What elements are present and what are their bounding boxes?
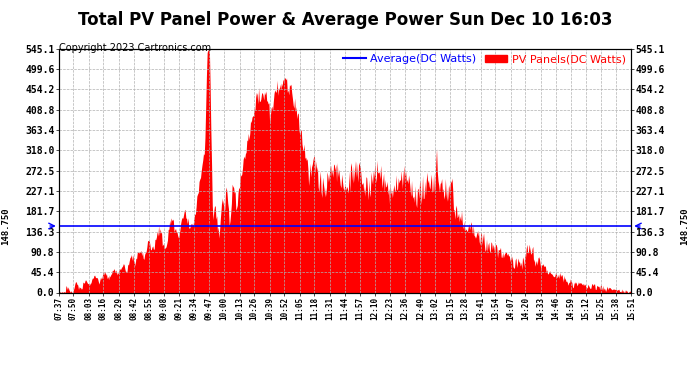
Text: 148.750: 148.750 <box>1 207 10 245</box>
Text: Total PV Panel Power & Average Power Sun Dec 10 16:03: Total PV Panel Power & Average Power Sun… <box>78 11 612 29</box>
Text: 148.750: 148.750 <box>680 207 689 245</box>
Legend: Average(DC Watts), PV Panels(DC Watts): Average(DC Watts), PV Panels(DC Watts) <box>344 54 626 64</box>
Text: Copyright 2023 Cartronics.com: Copyright 2023 Cartronics.com <box>59 43 210 53</box>
